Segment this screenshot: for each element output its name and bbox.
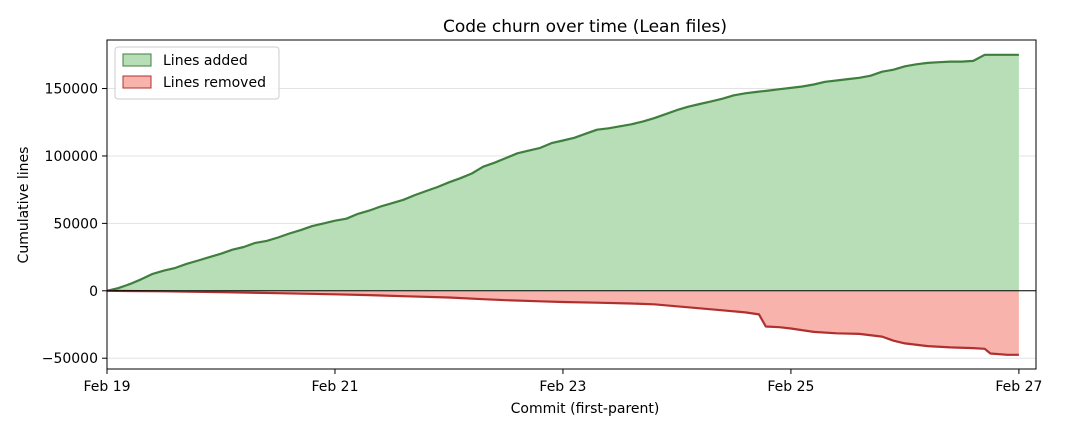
x-tick-label-3: Feb 25 — [767, 379, 814, 395]
legend-label-lines-added: Lines added — [163, 53, 248, 69]
y-tick-label-0: −50000 — [42, 351, 98, 367]
x-axis-ticks: Feb 19 Feb 21 Feb 23 Feb 25 Feb 27 — [83, 369, 1042, 395]
chart-title: Code churn over time (Lean files) — [443, 17, 727, 37]
x-tick-label-0: Feb 19 — [83, 379, 130, 395]
series-area-0 — [107, 54, 1019, 291]
plot-frame — [106, 39, 1037, 370]
y-tick-label-3: 100000 — [45, 149, 98, 165]
area-series — [106, 53, 1019, 356]
y-tick-label-4: 150000 — [45, 82, 98, 98]
x-tick-label-1: Feb 21 — [311, 379, 358, 395]
series-area-1 — [107, 290, 1019, 355]
x-axis-title: Commit (first-parent) — [511, 401, 660, 417]
y-tick-label-1: 0 — [89, 284, 98, 300]
chart-legend: Lines added Lines removed — [114, 46, 280, 100]
legend-box — [114, 46, 280, 100]
x-tick-label-2: Feb 23 — [539, 379, 586, 395]
series-line-0 — [106, 53, 1019, 292]
y-axis-title: Cumulative lines — [16, 147, 32, 264]
legend-swatch-lines-removed — [122, 75, 152, 89]
y-axis-ticks: −50000 0 50000 100000 150000 — [42, 82, 107, 367]
legend-label-lines-removed: Lines removed — [163, 75, 266, 91]
series-line-1 — [106, 289, 1019, 356]
legend-swatch-lines-added — [122, 53, 152, 67]
x-tick-label-4: Feb 27 — [995, 379, 1042, 395]
y-tick-label-2: 50000 — [53, 216, 98, 232]
